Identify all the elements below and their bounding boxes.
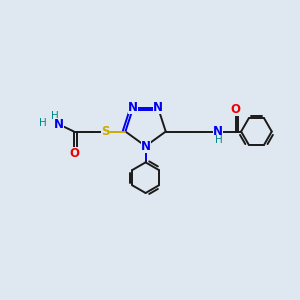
Text: N: N	[141, 140, 151, 153]
Text: N: N	[128, 101, 138, 114]
Text: O: O	[231, 103, 241, 116]
Text: O: O	[69, 147, 79, 161]
Text: H: H	[38, 118, 46, 128]
Text: S: S	[101, 125, 110, 138]
Text: H: H	[51, 111, 59, 121]
Text: N: N	[54, 118, 64, 131]
Text: H: H	[215, 135, 223, 146]
Text: N: N	[153, 101, 163, 114]
Text: N: N	[213, 125, 223, 138]
